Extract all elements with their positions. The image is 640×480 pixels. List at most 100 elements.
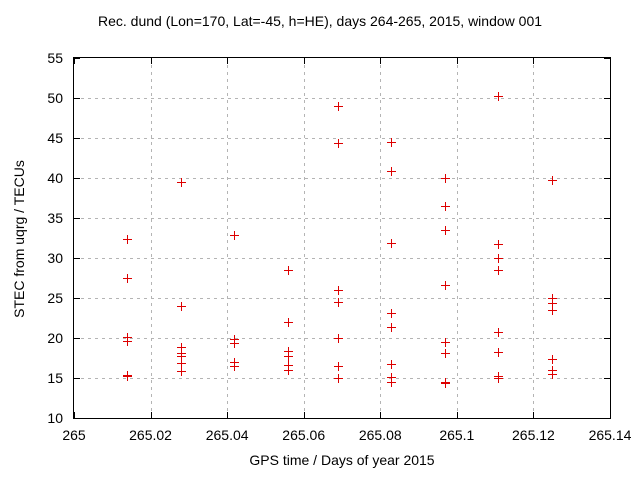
data-point-marker	[440, 202, 450, 212]
data-point-marker	[333, 373, 343, 383]
x-tick-top	[74, 58, 75, 64]
data-point-marker	[123, 336, 133, 346]
data-point-marker	[333, 285, 343, 295]
data-point-marker	[333, 361, 343, 371]
data-point-marker	[494, 91, 504, 101]
y-tick-left	[74, 58, 80, 59]
data-point-marker	[494, 253, 504, 263]
y-tick-left	[74, 338, 80, 339]
y-tick-left	[74, 298, 80, 299]
x-tick-top	[456, 58, 458, 64]
x-tick-top	[533, 58, 535, 64]
data-point-marker	[548, 175, 558, 185]
data-point-marker	[387, 239, 397, 249]
data-point-marker	[283, 365, 293, 375]
y-tick-left	[74, 378, 80, 379]
data-point-marker	[387, 323, 397, 333]
chart-title: Rec. dund (Lon=170, Lat=-45, h=HE), days…	[97, 13, 543, 29]
gridline-vertical	[227, 58, 229, 418]
x-tick-label: 265.14	[588, 427, 632, 443]
gridline-horizontal	[74, 218, 610, 219]
data-point-marker	[387, 359, 397, 369]
gridline-horizontal	[74, 178, 610, 179]
x-tick-bottom	[533, 412, 535, 418]
y-tick-right	[604, 138, 610, 139]
y-tick-right	[604, 418, 610, 419]
data-point-marker	[176, 351, 186, 361]
data-point-marker	[333, 333, 343, 343]
data-point-marker	[440, 348, 450, 358]
x-tick-label: 265.1	[439, 427, 475, 443]
data-point-marker	[548, 299, 558, 309]
data-point-marker	[283, 347, 293, 357]
x-tick-bottom	[74, 412, 75, 418]
y-tick-label: 50	[47, 90, 63, 106]
data-point-marker	[333, 298, 343, 308]
data-point-marker	[176, 343, 186, 353]
x-axis-label: GPS time / Days of year 2015	[249, 452, 435, 468]
data-point-marker	[230, 339, 240, 349]
y-tick-left	[74, 418, 80, 419]
gridline-vertical	[150, 58, 152, 418]
data-point-marker	[283, 318, 293, 328]
gridline-vertical	[380, 58, 382, 418]
data-point-marker	[494, 374, 504, 384]
data-point-marker	[176, 177, 186, 187]
gridline-horizontal	[74, 378, 610, 379]
y-tick-label: 35	[47, 210, 63, 226]
x-tick-bottom	[227, 412, 229, 418]
data-point-marker	[123, 273, 133, 283]
data-point-marker	[548, 305, 558, 315]
y-tick-label: 40	[47, 170, 63, 186]
y-tick-label: 10	[47, 410, 63, 426]
y-tick-label: 20	[47, 330, 63, 346]
x-tick-bottom	[303, 412, 305, 418]
y-tick-label: 55	[47, 50, 63, 66]
gridline-horizontal	[74, 338, 610, 339]
x-tick-top	[610, 58, 611, 64]
data-point-marker	[230, 231, 240, 241]
gridline-horizontal	[74, 138, 610, 139]
y-tick-right	[604, 218, 610, 219]
data-point-marker	[494, 266, 504, 276]
gridline-vertical	[456, 58, 458, 418]
x-tick-label: 265.12	[512, 427, 555, 443]
y-tick-right	[604, 98, 610, 99]
x-tick-label: 265.06	[282, 427, 326, 443]
data-point-marker	[333, 139, 343, 149]
data-point-marker	[230, 361, 240, 371]
data-point-marker	[440, 337, 450, 347]
data-point-marker	[387, 138, 397, 148]
gridline-horizontal	[74, 298, 610, 299]
y-tick-left	[74, 138, 80, 139]
data-point-marker	[494, 239, 504, 249]
data-point-marker	[548, 355, 558, 365]
gridline-vertical	[303, 58, 305, 418]
data-point-marker	[440, 173, 450, 183]
x-tick-top	[227, 58, 229, 64]
data-point-marker	[440, 379, 450, 389]
x-tick-bottom	[150, 412, 152, 418]
x-tick-label: 265.02	[129, 427, 172, 443]
y-axis-label: STEC from uqrg / TECUs	[11, 160, 27, 318]
data-point-marker	[123, 235, 133, 245]
x-tick-bottom	[456, 412, 458, 418]
y-tick-left	[74, 98, 80, 99]
gridline-vertical	[533, 58, 535, 418]
x-tick-top	[380, 58, 382, 64]
data-point-marker	[387, 308, 397, 318]
data-point-marker	[176, 359, 186, 369]
y-tick-left	[74, 178, 80, 179]
data-point-marker	[387, 372, 397, 382]
y-tick-right	[604, 378, 610, 379]
gridline-horizontal	[74, 98, 610, 99]
data-point-marker	[387, 377, 397, 387]
data-point-marker	[494, 347, 504, 357]
y-tick-label: 30	[47, 250, 63, 266]
x-tick-label: 265.04	[205, 427, 249, 443]
data-point-marker	[548, 293, 558, 303]
plot-area	[73, 57, 611, 419]
data-point-marker	[440, 225, 450, 235]
data-point-marker	[283, 265, 293, 275]
